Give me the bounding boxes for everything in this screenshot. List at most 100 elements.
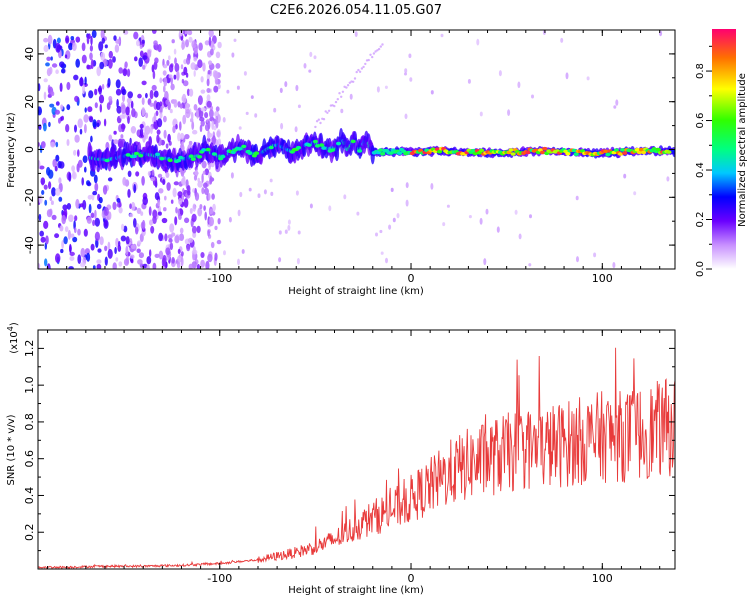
heatmap-cell [82,199,87,210]
heatmap-cell [170,83,175,91]
heatmap-cell [226,89,230,94]
heatmap-cell [141,175,145,186]
heatmap-cell [385,257,388,264]
heatmap-cell [245,111,249,115]
heatmap-cell [108,58,113,69]
heatmap-cell [98,85,102,95]
heatmap-cell [119,114,125,119]
heatmap-cell [55,253,61,264]
heatmap-cell [129,254,135,259]
heatmap-cell [113,139,119,145]
heatmap-cell [58,117,61,124]
heatmap-cell [200,120,205,127]
heatmap-cell [123,258,130,266]
heatmap-cell [204,187,209,195]
heatmap-cell [303,63,307,69]
heatmap-cell [472,151,478,156]
heatmap-cell [309,51,313,58]
bottom-multiplier: (x104) [6,322,20,354]
heatmap-cell [99,236,104,246]
heatmap-cell [498,70,502,77]
heatmap-cell [104,220,108,227]
heatmap-cell [112,56,116,63]
heatmap-cell [72,236,78,243]
heatmap-cell [207,132,213,138]
heatmap-cell [81,54,87,64]
heatmap-cell [372,52,376,55]
heatmap-cell [66,81,71,91]
heatmap-cell [173,48,177,55]
heatmap-cell [165,247,171,256]
heatmap-cell [43,78,48,83]
heatmap-cell [178,155,184,160]
heatmap-cell [161,257,166,268]
heatmap-cell [191,40,197,49]
heatmap-cell [200,259,206,268]
heatmap-cell [204,112,209,119]
heatmap-cell [156,134,160,144]
heatmap-cell [623,173,627,179]
heatmap-cell [166,59,170,66]
heatmap-cell [238,126,242,130]
heatmap-cell [136,248,141,254]
heatmap-cell [199,117,205,122]
heatmap-cell [133,151,140,156]
heatmap-cell [138,57,143,67]
heatmap-cell [531,94,534,99]
heatmap-cell [334,100,338,104]
heatmap-cell [184,217,190,224]
heatmap-cell [340,95,343,99]
y-tick-label: -40 [23,236,36,254]
heatmap-cell [483,258,487,266]
heatmap-cell [440,33,444,38]
heatmap-cell [115,257,119,262]
heatmap-cell [231,52,235,58]
heatmap-cell [45,62,50,67]
heatmap-cell [129,203,132,209]
heatmap-cell [84,123,87,134]
heatmap-cell [55,69,59,74]
heatmap-cell [108,50,114,59]
heatmap-cell [200,76,204,83]
heatmap-cell [170,199,174,204]
heatmap-cell [75,198,80,209]
heatmap-cell [194,192,200,201]
heatmap-cell [63,236,68,245]
heatmap-cell [115,39,121,44]
heatmap-cell [59,225,64,232]
heatmap-cell [179,121,182,131]
heatmap-cell [44,199,48,206]
heatmap-cell [345,86,348,89]
heatmap-cell [168,74,173,79]
heatmap-cell [409,77,413,82]
heatmap-cell [343,194,347,200]
heatmap-cell [68,42,73,51]
heatmap-cell [175,123,178,130]
snr-series-line [38,347,675,569]
heatmap-cell [615,99,619,106]
heatmap-cell [507,109,511,116]
heatmap-cell [188,154,194,158]
heatmap-cell [369,53,372,56]
heatmap-cell [181,39,185,50]
heatmap-cell [613,105,617,109]
heatmap-cell [171,232,176,237]
heatmap-cell [51,63,58,68]
heatmap-cell [268,145,274,150]
heatmap-cell [55,101,60,106]
heatmap-cell [336,98,339,101]
heatmap-cell [94,88,98,96]
heatmap-cell [133,183,137,194]
heatmap-cell [192,245,196,255]
heatmap-cell [140,211,144,216]
heatmap-cell [142,196,148,206]
heatmap-cell [139,127,144,138]
heatmap-cell [51,187,56,197]
heatmap-cell [158,232,164,242]
heatmap-cell [106,102,111,110]
heatmap-cell [101,37,106,44]
heatmap-cell [405,182,409,189]
y-tick-label: -20 [23,188,36,206]
heatmap-cell [38,106,42,116]
heatmap-cell [565,151,571,156]
